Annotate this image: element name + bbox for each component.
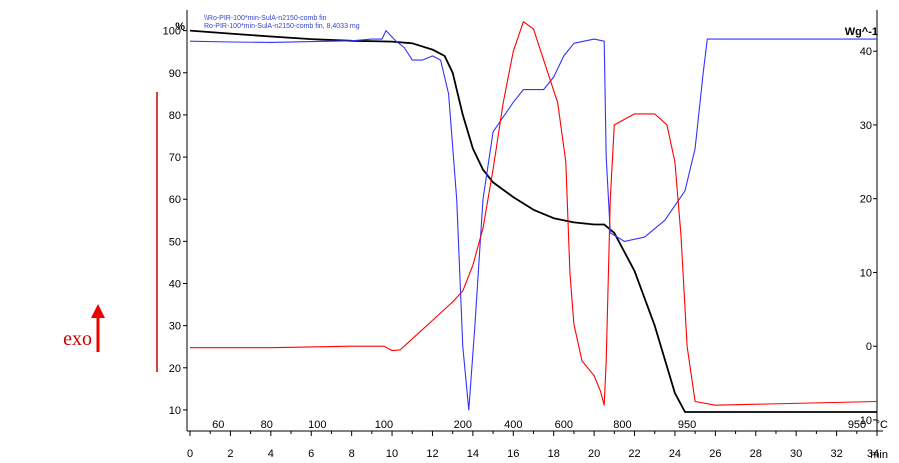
- temperature-label: 950: [848, 419, 866, 431]
- plot-area: [189, 21, 878, 413]
- exo-label: exo: [63, 328, 92, 350]
- temperature-label: 950: [678, 419, 696, 431]
- left-tick-label: 50: [169, 236, 181, 248]
- temperature-label: 80: [261, 419, 273, 431]
- left-tick-label: 30: [169, 321, 181, 333]
- temperature-label: 60: [212, 419, 224, 431]
- left-axis-unit: %: [175, 21, 185, 33]
- temperature-label: 800: [613, 419, 631, 431]
- left-tick-label: 10: [169, 405, 181, 417]
- temperature-label: 100: [375, 419, 393, 431]
- axes: [186, 10, 883, 432]
- right-tick-label: -10: [856, 415, 872, 427]
- left-tick-label: 80: [169, 110, 181, 122]
- left-tick-label: 70: [169, 152, 181, 164]
- time-axis-unit: min: [870, 449, 888, 461]
- right-tick-label: 30: [860, 120, 872, 132]
- series-line-2: [189, 30, 877, 411]
- time-tick-label: 24: [669, 448, 681, 460]
- time-tick-label: 14: [467, 448, 479, 460]
- temperature-label: 400: [504, 419, 522, 431]
- time-tick-label: 16: [507, 448, 519, 460]
- right-tick-label: 20: [860, 194, 872, 206]
- series-line-1: [189, 29, 877, 413]
- time-tick-label: 30: [790, 448, 802, 460]
- temperature-unit: °C: [876, 419, 888, 431]
- right-tick-label: 10: [860, 267, 872, 279]
- temperature-label: 200: [454, 419, 472, 431]
- time-tick-label: 32: [830, 448, 842, 460]
- left-tick-label: 90: [169, 68, 181, 80]
- time-tick-label: 0: [187, 448, 193, 460]
- time-tick-label: 22: [628, 448, 640, 460]
- header-line-1: \\Ro-PIR-100*min-SulA-n2150-comb fin: [204, 15, 327, 22]
- left-tick-label: 100: [163, 26, 181, 38]
- time-tick-label: 10: [386, 448, 398, 460]
- temperature-label: 100: [308, 419, 326, 431]
- left-tick-label: 40: [169, 279, 181, 291]
- time-tick-label: 34: [867, 448, 879, 460]
- right-axis-ticks: -10 0 10 20 30 40: [856, 46, 877, 427]
- time-tick-label: 20: [588, 448, 600, 460]
- time-tick-label: 4: [268, 448, 274, 460]
- temperature-label: 600: [555, 419, 573, 431]
- time-axis-ticks: 0 2 4 6 8 10 12 14 16 18 20 22 24 26 28 30 32 34: [187, 431, 879, 460]
- exo-arrow: [91, 304, 105, 352]
- left-axis-ticks: 10 20 30 40 50 60 70 80 90 100: [163, 26, 187, 417]
- right-tick-label: 0: [866, 341, 872, 353]
- series-line-3: [190, 21, 878, 406]
- time-tick-label: 12: [426, 448, 438, 460]
- left-tick-label: 60: [169, 194, 181, 206]
- right-axis-unit: Wg^-1: [845, 26, 878, 38]
- time-tick-label: 18: [548, 448, 560, 460]
- time-tick-label: 28: [750, 448, 762, 460]
- time-tick-label: 2: [227, 448, 233, 460]
- left-tick-label: 20: [169, 363, 181, 375]
- temperature-labels: 60 80 100 100 200 400 600 800 950 950: [212, 419, 866, 431]
- time-tick-label: 26: [709, 448, 721, 460]
- header-line-2: Ro-PIR-100*min-SulA-n2150-comb fin, 8,40…: [204, 23, 360, 30]
- right-tick-label: 40: [860, 46, 872, 58]
- time-tick-label: 8: [349, 448, 355, 460]
- time-tick-label: 6: [308, 448, 314, 460]
